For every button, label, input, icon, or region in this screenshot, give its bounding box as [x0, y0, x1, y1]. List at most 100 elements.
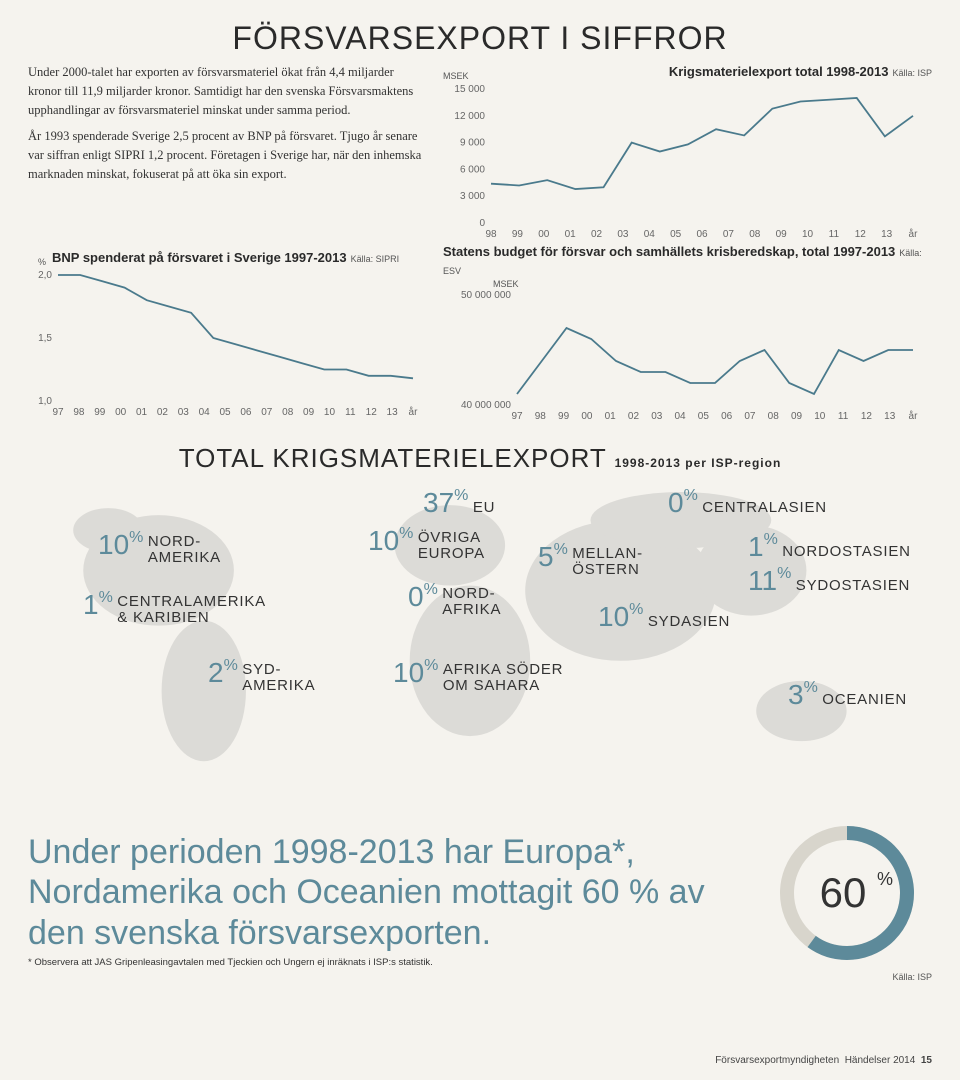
svg-text:08: 08: [749, 229, 761, 239]
region-mellan-stern: 5% MELLAN-ÖSTERN: [538, 542, 643, 578]
chart-bnp: % BNP spenderat på försvaret i Sverige 1…: [28, 243, 423, 417]
region-nordostasien: 1% NORDOSTASIEN: [748, 532, 911, 561]
svg-text:1,0: 1,0: [38, 396, 52, 407]
svg-text:11: 11: [838, 411, 849, 421]
chart-budget-svg: 50 000 000 40 000 00097 98 99 00 01 02 03 04 05 06…: [443, 289, 923, 421]
svg-text:%: %: [877, 869, 893, 889]
svg-text:97: 97: [511, 411, 523, 421]
svg-text:10: 10: [814, 411, 826, 421]
region-centralasien: 0% CENTRALASIEN: [668, 488, 827, 517]
chart-bnp-title: BNP spenderat på försvaret i Sverige 199…: [52, 250, 347, 265]
chart-krigs-source: Källa: ISP: [892, 68, 932, 78]
svg-text:60: 60: [820, 869, 867, 916]
chart-budget: Statens budget för försvar och samhället…: [443, 243, 932, 421]
summary-text: Under perioden 1998-2013 har Europa*, No…: [28, 832, 742, 952]
map-section-title: TOTAL KRIGSMATERIELEXPORT 1998-2013 per …: [28, 443, 932, 474]
svg-text:04: 04: [644, 229, 656, 239]
region-sydasien: 10% SYDASIEN: [598, 602, 730, 631]
svg-text:50 000 000: 50 000 000: [461, 290, 511, 301]
svg-text:99: 99: [94, 407, 106, 417]
region-centralamerika-karibien: 1% CENTRALAMERIKA& KARIBIEN: [83, 590, 266, 626]
svg-text:13: 13: [387, 407, 399, 417]
svg-text:13: 13: [881, 229, 893, 239]
page-title: FÖRSVARSEXPORT I SIFFROR: [28, 20, 932, 57]
svg-text:40 000 000: 40 000 000: [461, 400, 511, 411]
svg-text:år: år: [909, 410, 919, 421]
svg-text:06: 06: [721, 411, 733, 421]
svg-text:1,5: 1,5: [38, 333, 52, 344]
svg-text:2,0: 2,0: [38, 270, 52, 281]
svg-text:12: 12: [861, 411, 873, 421]
svg-text:08: 08: [768, 411, 780, 421]
svg-text:99: 99: [512, 229, 524, 239]
svg-text:02: 02: [157, 407, 169, 417]
chart-krigs-unit: MSEK: [443, 71, 469, 81]
chart-krigsmateriel: MSEK Krigsmaterielexport total 1998-2013…: [443, 63, 932, 239]
svg-text:11: 11: [345, 407, 356, 417]
intro-para-1: Under 2000-talet har exporten av försvar…: [28, 63, 423, 119]
svg-text:98: 98: [485, 229, 497, 239]
svg-text:år: år: [909, 228, 919, 239]
svg-text:07: 07: [261, 407, 273, 417]
svg-text:9 000: 9 000: [460, 138, 485, 149]
chart-krigs-title: Krigsmaterielexport total 1998-2013: [669, 64, 889, 79]
svg-text:3 000: 3 000: [460, 191, 485, 202]
intro-text: Under 2000-talet har exporten av försvar…: [28, 63, 423, 239]
svg-text:99: 99: [558, 411, 570, 421]
chart-bnp-unit: %: [28, 257, 46, 267]
region-oceanien: 3% OCEANIEN: [788, 680, 907, 709]
svg-text:01: 01: [605, 411, 617, 421]
svg-text:09: 09: [791, 411, 803, 421]
svg-text:15 000: 15 000: [454, 84, 485, 95]
svg-text:00: 00: [115, 407, 127, 417]
svg-text:13: 13: [884, 411, 896, 421]
region--vriga-europa: 10% ÖVRIGAEUROPA: [368, 526, 485, 562]
svg-text:01: 01: [565, 229, 577, 239]
svg-text:06: 06: [696, 229, 708, 239]
svg-text:00: 00: [538, 229, 550, 239]
intro-para-2: År 1993 spenderade Sverige 2,5 procent a…: [28, 127, 423, 183]
region-afrika-s-der-om-sahara: 10% AFRIKA SÖDEROM SAHARA: [393, 658, 563, 694]
page-footer: Försvarsexportmyndigheten Händelser 2014…: [715, 1055, 932, 1066]
svg-text:03: 03: [178, 407, 190, 417]
svg-text:12: 12: [855, 229, 867, 239]
svg-text:02: 02: [591, 229, 603, 239]
svg-text:07: 07: [723, 229, 735, 239]
svg-text:03: 03: [651, 411, 663, 421]
svg-text:97: 97: [52, 407, 64, 417]
world-map: 10% NORD-AMERIKA1% CENTRALAMERIKA& KARIB…: [28, 480, 932, 790]
svg-text:02: 02: [628, 411, 640, 421]
svg-text:00: 00: [581, 411, 593, 421]
svg-text:03: 03: [617, 229, 629, 239]
chart-budget-title: Statens budget för försvar och samhället…: [443, 244, 895, 259]
map-title-text: TOTAL KRIGSMATERIELEXPORT: [179, 443, 607, 473]
svg-text:05: 05: [219, 407, 231, 417]
donut-chart: 60% Källa: ISP: [772, 818, 932, 982]
region-sydostasien: 11% SYDOSTASIEN: [748, 566, 910, 595]
region-eu: 37% EU: [423, 488, 495, 517]
footer-page: 15: [921, 1055, 932, 1066]
region-nord-afrika: 0% NORD-AFRIKA: [408, 582, 501, 618]
summary-note: * Observera att JAS Gripenleasingavtalen…: [28, 957, 742, 968]
svg-text:07: 07: [744, 411, 756, 421]
svg-text:98: 98: [535, 411, 547, 421]
svg-text:0: 0: [479, 218, 485, 229]
svg-text:01: 01: [136, 407, 148, 417]
svg-text:10: 10: [324, 407, 336, 417]
svg-text:06: 06: [240, 407, 252, 417]
chart-budget-unit: MSEK: [493, 279, 932, 289]
svg-text:09: 09: [776, 229, 788, 239]
svg-text:08: 08: [282, 407, 294, 417]
svg-text:05: 05: [698, 411, 710, 421]
chart-bnp-source: Källa: SIPRI: [351, 254, 400, 264]
chart-bnp-svg: 2,01,51,09798990001020304050607080910111…: [28, 267, 423, 417]
map-subtitle: 1998-2013 per ISP-region: [615, 456, 782, 470]
donut-source: Källa: ISP: [772, 972, 932, 982]
svg-text:04: 04: [674, 411, 686, 421]
svg-text:11: 11: [829, 229, 840, 239]
region-syd-amerika: 2% SYD-AMERIKA: [208, 658, 315, 694]
svg-text:12: 12: [366, 407, 378, 417]
svg-text:04: 04: [199, 407, 211, 417]
footer-org: Försvarsexportmyndigheten: [715, 1055, 839, 1066]
svg-text:05: 05: [670, 229, 682, 239]
